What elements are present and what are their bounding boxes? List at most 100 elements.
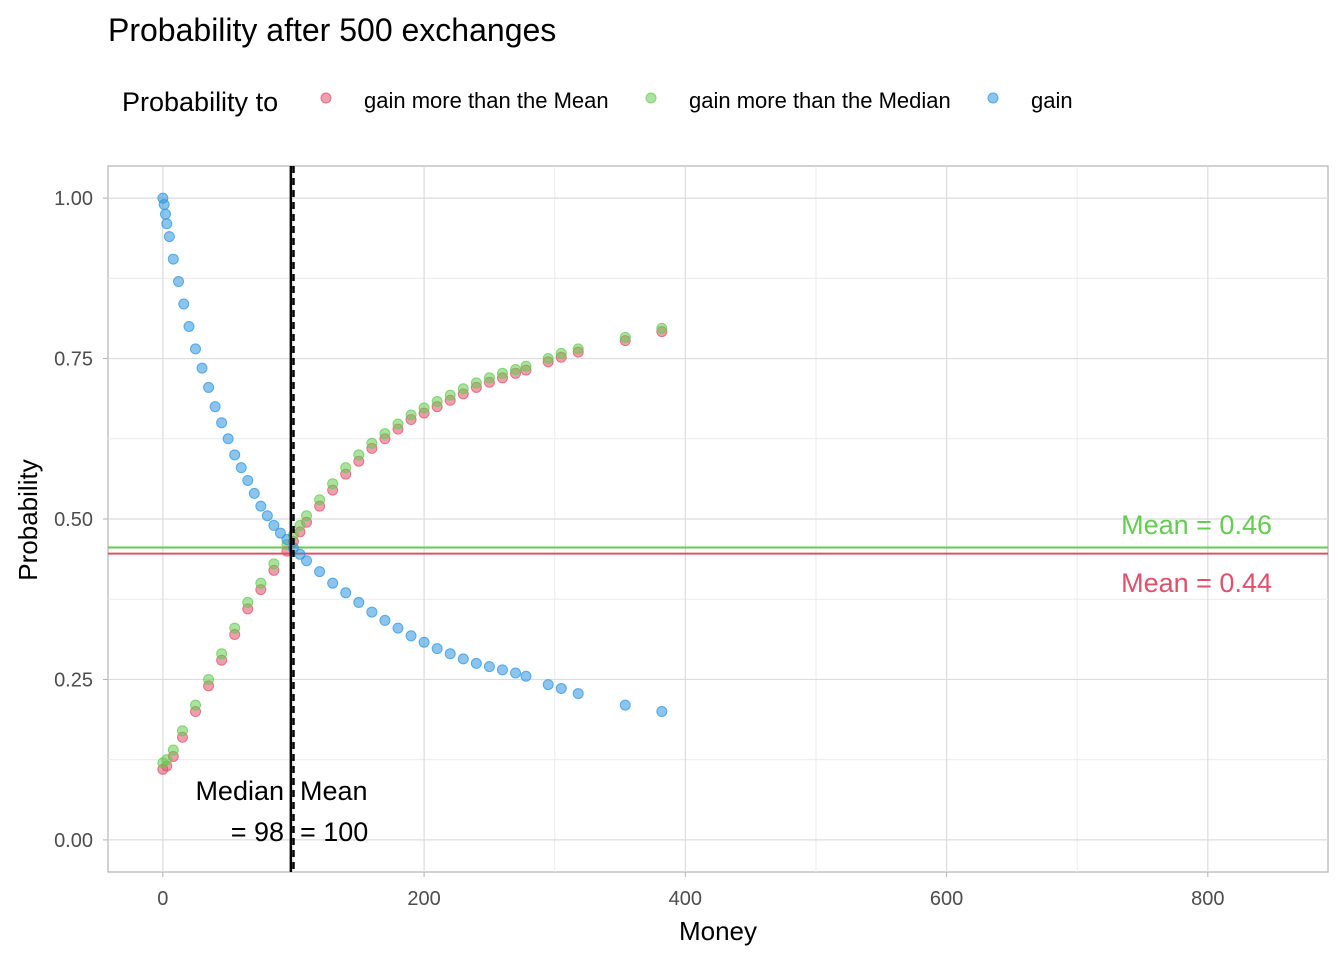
data-point bbox=[444, 648, 456, 660]
data-point bbox=[470, 657, 482, 669]
legend: Probability to gain more than the Mean ga… bbox=[122, 87, 1073, 117]
data-point bbox=[619, 699, 631, 711]
data-point bbox=[510, 667, 522, 679]
data-point bbox=[229, 449, 241, 461]
data-point bbox=[379, 614, 391, 626]
data-point bbox=[392, 622, 404, 634]
data-points bbox=[157, 192, 668, 775]
data-point bbox=[159, 208, 171, 220]
data-point bbox=[431, 643, 443, 655]
legend-title: Probability to bbox=[122, 87, 278, 117]
y-tick-label: 0.75 bbox=[54, 349, 93, 371]
annotation-text: Mean bbox=[300, 776, 368, 806]
data-point bbox=[379, 428, 391, 440]
data-point bbox=[340, 587, 352, 599]
data-point bbox=[274, 527, 286, 539]
annotations: Mean = 0.46 Mean = 0.44 Median = 98 Mean = 10… bbox=[195, 510, 1272, 847]
data-point bbox=[301, 555, 313, 567]
data-point bbox=[268, 519, 280, 531]
data-point bbox=[242, 596, 254, 608]
y-axis-title: Probability bbox=[13, 459, 43, 580]
data-point bbox=[203, 673, 215, 685]
y-tick-label: 0.50 bbox=[54, 509, 93, 531]
data-point bbox=[572, 688, 584, 700]
legend-key bbox=[987, 92, 999, 104]
data-point bbox=[294, 519, 306, 531]
data-point bbox=[457, 383, 469, 395]
data-point bbox=[190, 699, 202, 711]
mean-lines bbox=[108, 546, 1328, 555]
data-point bbox=[496, 664, 508, 676]
data-point bbox=[222, 433, 234, 445]
data-point bbox=[167, 253, 179, 265]
data-point bbox=[314, 566, 326, 578]
annotation-text: Mean = 0.44 bbox=[1121, 568, 1272, 598]
data-point bbox=[196, 362, 208, 374]
data-point bbox=[520, 360, 532, 372]
data-point bbox=[542, 679, 554, 691]
legend-label: gain more than the Mean bbox=[364, 88, 609, 113]
data-point bbox=[216, 648, 228, 660]
x-tick-label: 600 bbox=[930, 888, 963, 910]
chart-title: Probability after 500 exchanges bbox=[108, 12, 556, 48]
annotation-text: = 98 bbox=[231, 817, 284, 847]
data-point bbox=[173, 276, 185, 288]
x-tick-label: 400 bbox=[669, 888, 702, 910]
data-point bbox=[294, 548, 306, 560]
data-point bbox=[209, 401, 221, 413]
data-point bbox=[235, 462, 247, 474]
data-point bbox=[520, 670, 532, 682]
data-point bbox=[261, 510, 273, 522]
data-point bbox=[656, 322, 668, 334]
y-axis: 0.00 0.25 0.50 0.75 1.00 bbox=[54, 188, 108, 852]
data-point bbox=[353, 449, 365, 461]
data-point bbox=[444, 389, 456, 401]
data-point bbox=[418, 402, 430, 414]
data-point bbox=[242, 474, 254, 486]
data-point bbox=[255, 500, 267, 512]
data-point bbox=[483, 372, 495, 384]
data-point bbox=[431, 396, 443, 408]
annotation-text: = 100 bbox=[300, 817, 368, 847]
data-point bbox=[161, 754, 173, 766]
y-tick-label: 0.25 bbox=[54, 669, 93, 691]
data-point bbox=[229, 622, 241, 634]
x-tick-label: 800 bbox=[1191, 888, 1224, 910]
data-point bbox=[405, 630, 417, 642]
data-point bbox=[161, 218, 173, 230]
data-point bbox=[392, 418, 404, 430]
legend-key bbox=[645, 92, 657, 104]
data-point bbox=[340, 462, 352, 474]
x-axis: 0 200 400 600 800 bbox=[157, 872, 1225, 910]
data-point bbox=[158, 199, 170, 211]
data-point bbox=[619, 331, 631, 343]
data-point bbox=[301, 510, 313, 522]
data-point bbox=[470, 377, 482, 389]
data-point bbox=[183, 320, 195, 332]
annotation-text: Mean = 0.46 bbox=[1121, 510, 1272, 540]
data-point bbox=[190, 343, 202, 355]
annotation-text: Median bbox=[195, 776, 284, 806]
data-point bbox=[167, 744, 179, 756]
data-point bbox=[457, 653, 469, 665]
data-point bbox=[483, 661, 495, 673]
legend-key bbox=[320, 92, 332, 104]
data-point bbox=[656, 706, 668, 718]
legend-label: gain bbox=[1031, 88, 1073, 113]
data-point bbox=[203, 381, 215, 393]
data-point bbox=[496, 367, 508, 379]
x-axis-title: Money bbox=[679, 916, 757, 946]
data-point bbox=[405, 409, 417, 421]
data-point bbox=[555, 347, 567, 359]
data-point bbox=[248, 487, 260, 499]
data-point bbox=[163, 231, 175, 243]
data-point bbox=[555, 682, 567, 694]
data-point bbox=[510, 363, 522, 375]
x-tick-label: 0 bbox=[157, 888, 168, 910]
y-tick-label: 1.00 bbox=[54, 188, 93, 210]
data-point bbox=[366, 437, 378, 449]
data-point bbox=[327, 577, 339, 589]
data-point bbox=[268, 558, 280, 570]
data-point bbox=[327, 478, 339, 490]
data-point bbox=[255, 577, 267, 589]
